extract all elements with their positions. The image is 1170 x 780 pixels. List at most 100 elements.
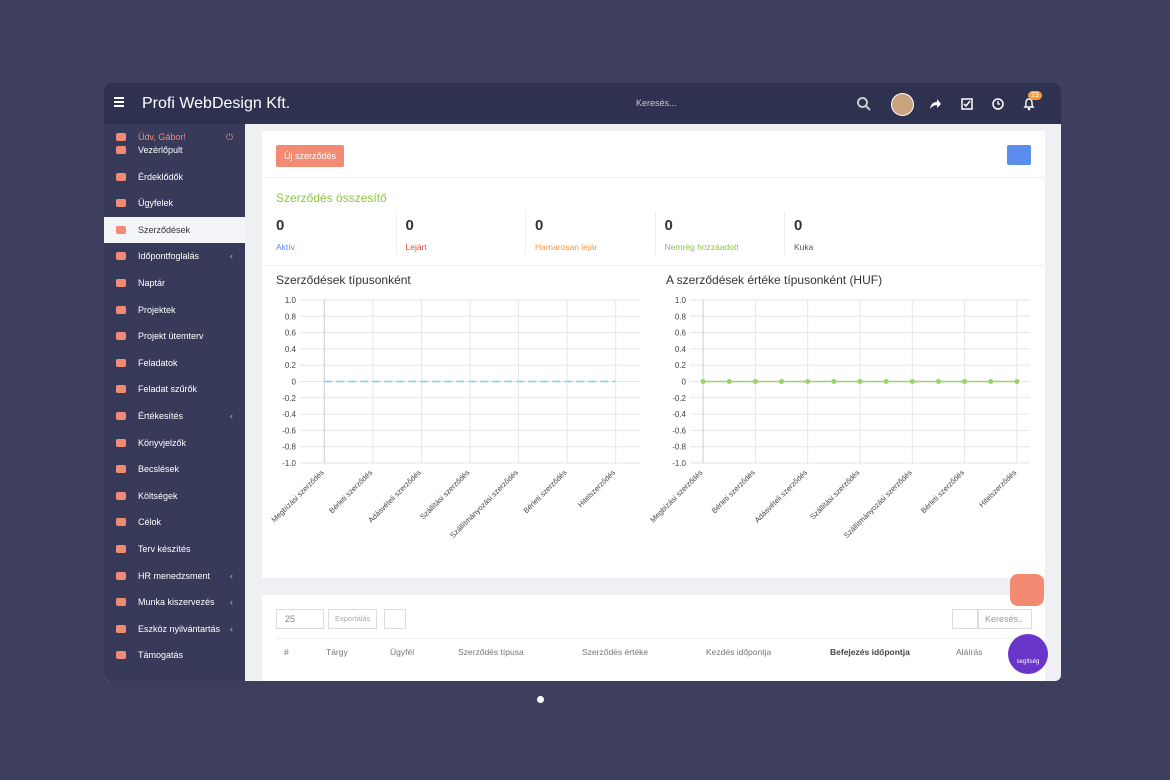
sidebar-item[interactable]: Terv készítés (104, 536, 245, 562)
y-tick-label: -0.4 (672, 410, 686, 419)
sidebar-icon (116, 252, 126, 261)
search-box[interactable]: Keresés... (636, 98, 677, 108)
sidebar-item[interactable]: Feladatok (104, 350, 245, 376)
y-tick-label: 0 (682, 378, 687, 387)
divider (262, 177, 1045, 178)
avatar[interactable] (891, 93, 914, 116)
refresh-button[interactable] (384, 609, 406, 629)
carousel-dot[interactable] (537, 696, 544, 703)
tasks-icon[interactable] (960, 97, 974, 111)
sidebar-item[interactable]: Becslések (104, 456, 245, 482)
stat-divider (784, 211, 785, 255)
sidebar-item[interactable]: Időpontfoglalás ‹ (104, 243, 245, 269)
y-tick-label: -0.2 (282, 394, 296, 403)
sidebar-item[interactable]: Feladat szűrők (104, 376, 245, 402)
table-search[interactable]: Keresés.. (978, 609, 1032, 629)
sidebar-icon (116, 358, 126, 367)
column-header[interactable]: # (284, 647, 289, 657)
y-tick-label: 0.8 (675, 312, 687, 321)
sidebar-item[interactable]: Célok (104, 509, 245, 535)
column-header[interactable]: Szerződés értéke (582, 647, 649, 657)
y-tick-label: -1.0 (672, 459, 686, 468)
sidebar-item[interactable]: Vezérlőpult (104, 137, 245, 163)
sidebar-label: HR menedzsment (138, 570, 211, 581)
stat-value: 0 (664, 217, 673, 234)
stat-label: Hamarosan lejár (535, 242, 598, 252)
y-tick-label: 0 (292, 378, 297, 387)
sidebar-label: Időpontfoglalás (138, 251, 200, 262)
sidebar-item[interactable]: Érdeklődők (104, 164, 245, 190)
sidebar-item[interactable]: Ügyfelek (104, 190, 245, 216)
submenu-arrow: ‹ (230, 411, 233, 421)
y-tick-label: 0.8 (285, 312, 297, 321)
column-header[interactable]: Aláírás (956, 647, 983, 657)
sidebar-label: Vezérlőpult (138, 145, 183, 155)
data-point (935, 379, 941, 384)
sidebar-icon (116, 412, 126, 420)
data-point (1014, 379, 1020, 384)
stat-value: 0 (794, 217, 803, 234)
sidebar-icon (116, 438, 126, 447)
y-tick-label: 0.6 (675, 329, 687, 338)
column-header[interactable]: Befejezés időpontja (830, 647, 910, 657)
stat-label: Lejárt (405, 242, 427, 252)
stat-label: Nemrég hozzáadott (664, 242, 739, 252)
sidebar-label: Könyvjelzők (138, 437, 187, 448)
sidebar-item[interactable]: Eszköz nyilvántartás ‹ (104, 616, 245, 642)
sidebar-icon (116, 571, 126, 580)
chart-title: Szerződések típusonként (276, 273, 411, 287)
data-point (726, 379, 732, 384)
search-button[interactable] (952, 609, 978, 629)
y-tick-label: -0.8 (282, 443, 296, 452)
sidebar-item[interactable]: Szerződések (104, 216, 245, 243)
search-icon[interactable] (856, 96, 872, 112)
summary-card: Új szerződés Szerződés összesítő 0 Aktív 0… (262, 131, 1045, 578)
x-tick-label: Megbízási szerződés (270, 468, 326, 524)
share-icon[interactable] (928, 97, 942, 111)
charts: Szerződések típusonként 1.0 0.8 0.6 0.4 0.2 0 -… (270, 273, 1030, 540)
y-tick-label: 0.6 (285, 329, 297, 338)
column-header[interactable]: Tárgy (326, 647, 348, 657)
sidebar-item[interactable]: Projekt ütemterv (104, 323, 245, 349)
sidebar-label: Naptár (138, 278, 166, 288)
column-header[interactable]: Ügyfél (390, 647, 415, 657)
x-tick-label: Bérleti szerződés (522, 468, 569, 515)
export-button[interactable]: Exportálás (328, 609, 378, 629)
column-header[interactable]: Kezdés időpontja (706, 647, 772, 657)
data-point (779, 379, 785, 384)
stat-value: 0 (276, 217, 285, 234)
x-tick-label: Bérleti szerződés (919, 468, 966, 515)
clock-icon[interactable] (991, 97, 1005, 111)
sidebar-label: Munka kiszervezés (138, 597, 215, 608)
sidebar-item[interactable]: HR menedzsment ‹ (104, 563, 245, 589)
column-header[interactable]: Szerződés típusa (458, 647, 524, 657)
sidebar-item[interactable]: Munka kiszervezés ‹ (104, 589, 245, 615)
sidebar-item[interactable]: Könyvjelzők (104, 430, 245, 456)
filter-button[interactable] (1007, 145, 1031, 165)
sidebar-icon (116, 146, 126, 154)
app-window: Profi WebDesign Kft. Keresés... 23 Üdv, … (104, 83, 1061, 681)
sidebar-item[interactable]: Támogatás (104, 642, 245, 668)
chat-button[interactable] (1010, 574, 1044, 606)
y-tick-label: -1.0 (282, 459, 296, 468)
sidebar-item[interactable]: Értékesítés ‹ (104, 403, 245, 429)
help-button[interactable]: segítség (1008, 634, 1048, 674)
menu-toggle[interactable] (114, 97, 124, 99)
sidebar: Üdv, Gábor! ⏻ Vezérlőpult Érdeklődők Ügyfel… (104, 124, 245, 681)
sidebar-item[interactable]: Projektek (104, 297, 245, 323)
new-contract-button[interactable]: Új szerződés (276, 145, 345, 167)
submenu-arrow: ‹ (230, 570, 233, 581)
sidebar-icon (116, 332, 126, 341)
table-header: # Tárgy Ügyfél Szerződés típusa Szerződés ér… (276, 638, 1031, 665)
sidebar-label: Költségek (138, 490, 178, 501)
sidebar-label: Projekt ütemterv (138, 331, 204, 342)
sidebar-item[interactable]: Költségek (104, 483, 245, 509)
chart-title: A szerződések értéke típusonként (HUF) (666, 273, 882, 287)
data-point (752, 379, 758, 384)
stat-label: Kuka (794, 242, 814, 252)
sidebar-icon (116, 518, 126, 527)
sidebar-item[interactable]: Naptár (104, 270, 245, 296)
page-size-select[interactable]: 25 (276, 609, 324, 629)
y-tick-label: 1.0 (675, 296, 687, 305)
sidebar-label: Szerződések (138, 224, 191, 235)
